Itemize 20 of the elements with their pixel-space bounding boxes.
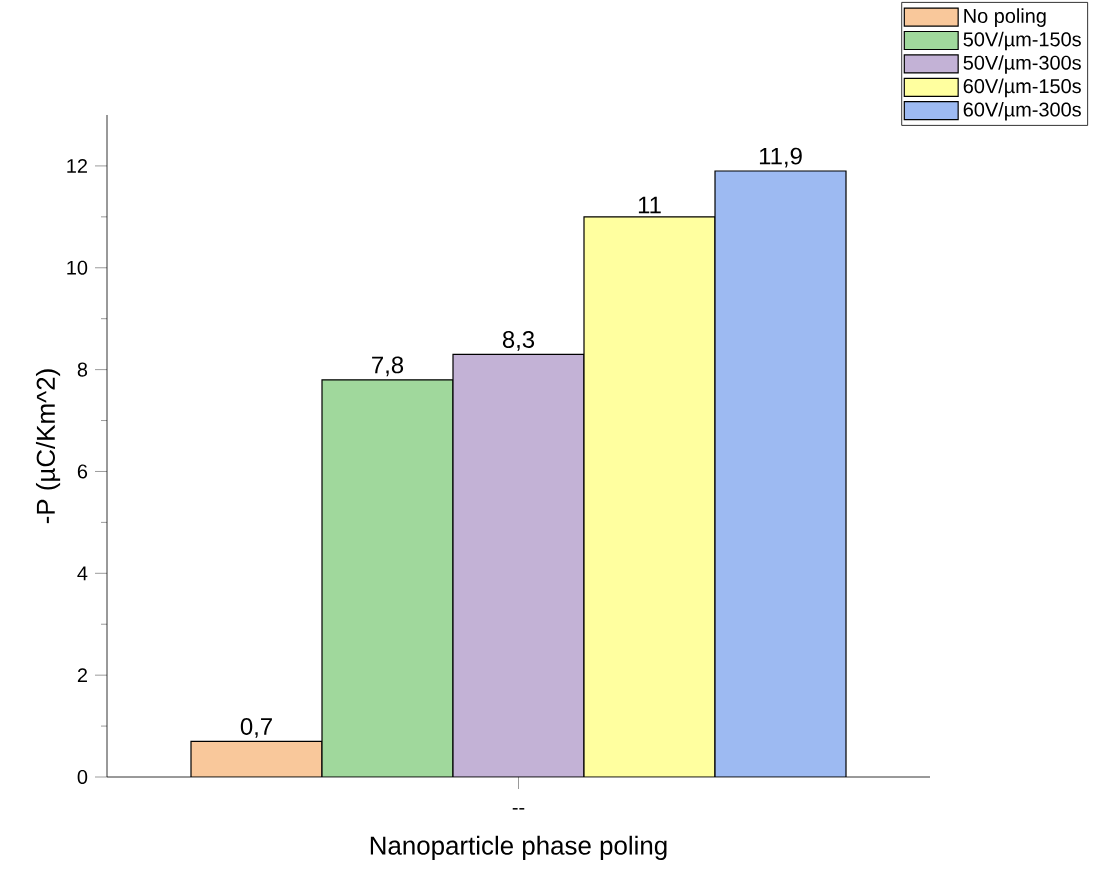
y-tick-label: 8 bbox=[77, 362, 88, 377]
x-tick-label: -- bbox=[512, 808, 525, 810]
y-tick-label: 10 bbox=[67, 260, 88, 275]
y-tick-label: 6 bbox=[77, 464, 88, 479]
legend-label: 60V/µm-150s bbox=[963, 78, 1081, 98]
data-label: 8,3 bbox=[502, 330, 535, 351]
data-label: 11 bbox=[638, 196, 661, 214]
y-tick-label: 0 bbox=[77, 769, 88, 785]
legend-label: 50V/µm-300s bbox=[963, 55, 1081, 74]
y-tick-label: 12 bbox=[67, 158, 87, 173]
data-label: 11,9 bbox=[759, 147, 802, 168]
y-axis-title: -P (µC/Km^2) bbox=[35, 369, 61, 524]
legend-label: 50V/µm-150s bbox=[963, 31, 1081, 51]
legend-label: 60V/µm-300s bbox=[963, 101, 1081, 121]
data-label: 7,8 bbox=[372, 356, 404, 377]
x-axis-title: Nanoparticle phase poling bbox=[370, 835, 667, 860]
data-label: 0,7 bbox=[240, 718, 272, 738]
y-tick-label: 2 bbox=[77, 668, 87, 683]
y-tick-label: 4 bbox=[77, 566, 88, 581]
legend-label: No poling bbox=[964, 8, 1046, 27]
